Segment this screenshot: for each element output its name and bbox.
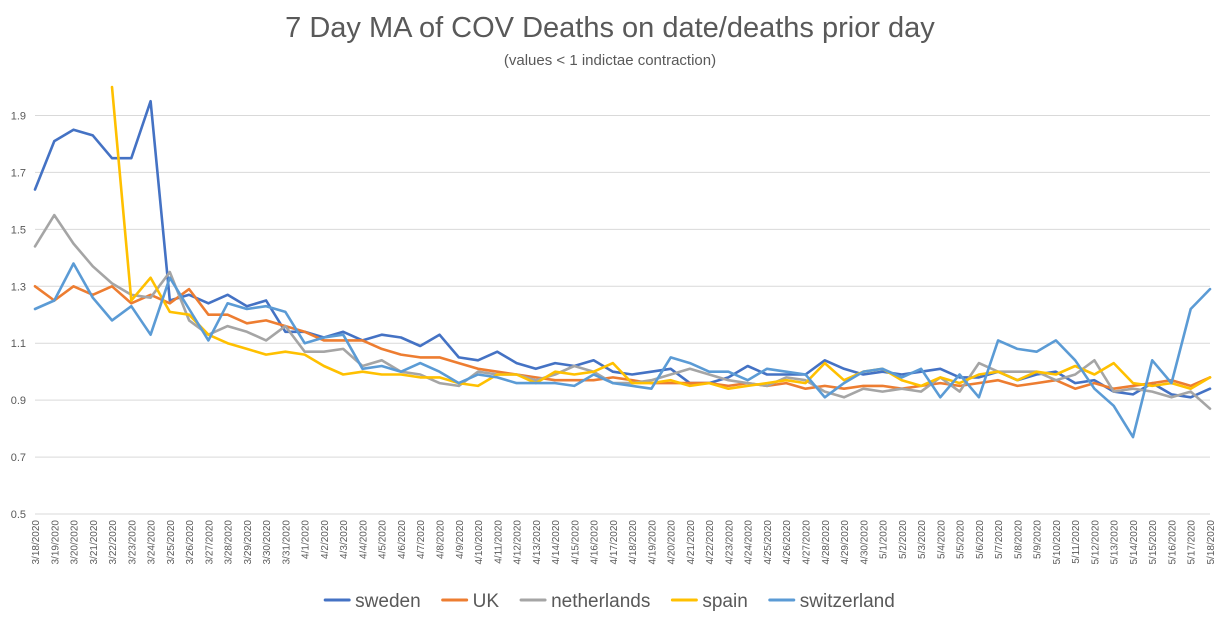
x-tick-label: 5/8/2020	[1013, 520, 1024, 559]
x-tick-label: 4/2/2020	[320, 520, 331, 559]
x-tick-label: 4/5/2020	[378, 520, 389, 559]
legend-label-netherlands: netherlands	[551, 591, 650, 612]
x-tick-label: 3/22/2020	[108, 520, 119, 565]
series-line-sweden	[33, 99, 1212, 399]
legend-label-sweden: sweden	[355, 591, 421, 612]
x-tick-label: 3/31/2020	[281, 520, 292, 565]
x-tick-label: 4/1/2020	[301, 520, 312, 559]
x-tick-label: 4/22/2020	[705, 520, 716, 565]
x-tick-label: 4/18/2020	[628, 520, 639, 565]
y-tick-label: 0.7	[11, 452, 26, 464]
x-tick-label: 4/17/2020	[609, 520, 620, 565]
y-tick-label: 0.9	[11, 395, 26, 407]
x-tick-label: 5/18/2020	[1206, 520, 1217, 565]
x-tick-label: 3/27/2020	[204, 520, 215, 565]
x-tick-label: 4/4/2020	[358, 520, 369, 559]
x-tick-label: 4/19/2020	[647, 520, 658, 565]
x-tick-label: 5/12/2020	[1090, 520, 1101, 565]
x-tick-label: 5/1/2020	[879, 520, 890, 559]
x-tick-label: 5/5/2020	[956, 520, 967, 559]
x-tick-label: 4/25/2020	[763, 520, 774, 565]
x-tick-label: 4/15/2020	[570, 520, 581, 565]
x-tick-label: 5/6/2020	[975, 520, 986, 559]
x-tick-label: 4/6/2020	[397, 520, 408, 559]
x-tick-label: 5/17/2020	[1187, 520, 1198, 565]
x-tick-label: 4/23/2020	[724, 520, 735, 565]
x-tick-label: 5/2/2020	[898, 520, 909, 559]
x-tick-label: 3/28/2020	[224, 520, 235, 565]
x-tick-label: 4/14/2020	[551, 520, 562, 565]
legend-label-uk: UK	[473, 591, 500, 612]
x-tick-label: 5/3/2020	[917, 520, 928, 559]
legend-label-spain: spain	[702, 591, 747, 612]
x-tick-label: 5/7/2020	[994, 520, 1005, 559]
x-tick-label: 4/12/2020	[513, 520, 524, 565]
x-tick-label: 3/21/2020	[89, 520, 100, 565]
x-tick-label: 4/24/2020	[744, 520, 755, 565]
x-tick-label: 3/24/2020	[147, 520, 158, 565]
series-line-spain	[110, 85, 1212, 390]
x-tick-label: 3/26/2020	[185, 520, 196, 565]
series-line-uk	[33, 285, 1212, 390]
y-tick-label: 1.1	[11, 338, 26, 350]
x-tick-label: 5/15/2020	[1148, 520, 1159, 565]
x-tick-label: 5/13/2020	[1110, 520, 1121, 565]
x-tick-label: 5/11/2020	[1071, 520, 1082, 564]
x-tick-label: 5/4/2020	[936, 520, 947, 559]
x-tick-label: 4/20/2020	[667, 520, 678, 565]
x-tick-label: 4/13/2020	[532, 520, 543, 565]
chart-title: 7 Day MA of COV Deaths on date/deaths pr…	[285, 12, 935, 44]
x-tick-label: 5/14/2020	[1129, 520, 1140, 565]
series-line-switzerland	[33, 262, 1212, 439]
x-tick-label: 4/26/2020	[782, 520, 793, 565]
x-tick-label: 3/30/2020	[262, 520, 273, 565]
x-tick-label: 3/23/2020	[127, 520, 138, 565]
x-tick-label: 3/19/2020	[50, 520, 61, 565]
x-tick-label: 5/9/2020	[1033, 520, 1044, 559]
x-tick-label: 4/21/2020	[686, 520, 697, 565]
x-tick-label: 4/16/2020	[590, 520, 601, 565]
x-tick-label: 4/3/2020	[339, 520, 350, 559]
y-tick-label: 1.9	[11, 110, 26, 122]
legend-label-switzerland: switzerland	[800, 591, 895, 612]
y-tick-label: 1.7	[11, 167, 26, 179]
y-tick-label: 1.3	[11, 281, 26, 293]
x-tick-label: 4/9/2020	[455, 520, 466, 559]
y-tick-label: 1.5	[11, 224, 26, 236]
chart-subtitle: (values < 1 indictae contraction)	[503, 52, 717, 69]
series-line-netherlands	[33, 213, 1212, 410]
y-tick-label: 0.5	[11, 509, 26, 521]
x-tick-label: 4/27/2020	[801, 520, 812, 565]
x-tick-label: 4/10/2020	[474, 520, 485, 565]
x-tick-label: 3/25/2020	[166, 520, 177, 565]
x-tick-label: 5/10/2020	[1052, 520, 1063, 565]
x-tick-label: 3/29/2020	[243, 520, 254, 565]
x-tick-label: 4/8/2020	[436, 520, 447, 559]
x-tick-label: 4/11/2020	[493, 520, 504, 564]
x-tick-label: 4/29/2020	[840, 520, 851, 565]
x-tick-label: 4/30/2020	[859, 520, 870, 565]
x-tick-label: 3/20/2020	[70, 520, 81, 565]
x-tick-label: 4/28/2020	[821, 520, 832, 565]
x-tick-label: 5/16/2020	[1167, 520, 1178, 565]
x-tick-label: 4/7/2020	[416, 520, 427, 559]
x-tick-label: 3/18/2020	[31, 520, 42, 565]
